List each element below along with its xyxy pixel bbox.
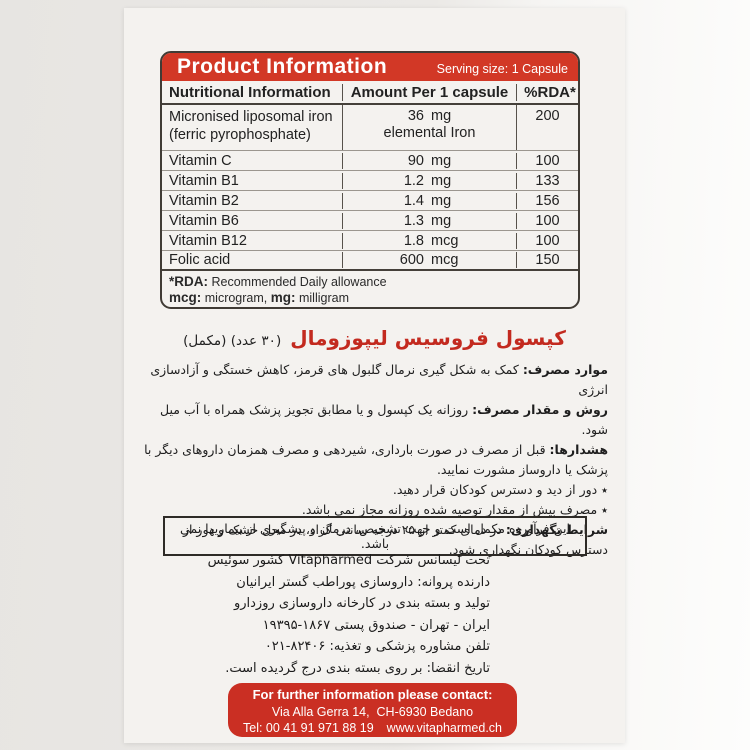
contact-heading: For further information please contact: (252, 687, 493, 702)
table-row: Vitamin B6 1.3 mg 100 (162, 211, 578, 231)
row-amount: 36 mg elemental Iron (343, 105, 517, 150)
row-amount: 1.2 mg (343, 172, 517, 189)
dosage-paragraph: روش و مقدار مصرف:روزانه یک کپسول و یا مط… (160, 402, 608, 437)
paragraph-label: شرایط نگهداری: (505, 522, 608, 537)
row-name: Folic acid (162, 252, 343, 268)
license-holder-line: دارنده پروانه: داروسازی پوراطب گستر ایرا… (236, 574, 490, 590)
rda-value: 133 (535, 172, 560, 189)
amount-unit: mg (431, 152, 452, 169)
row-name: Vitamin C (162, 152, 343, 169)
amount-unit: mg (431, 192, 452, 209)
address-line-fa: ایران - تهران - صندوق پستی ⁦۱۹۳۹۵-۱۸۶۷⁩ (262, 617, 490, 633)
amount-unit: mg (431, 212, 452, 229)
amount-unit: mg (431, 108, 452, 124)
row-name: Vitamin B6 (162, 212, 343, 229)
rda-value: 150 (535, 252, 560, 268)
amount-unit: mcg (431, 252, 459, 268)
amount-value: 1.3 (403, 212, 424, 229)
storage-paragraph: شرایط نگهداری:در دمای کمتر از ۲۵ درجه سا… (182, 522, 608, 557)
contact-line: Tel: 00 41 91 971 88 19 www.vitapharmed.c… (228, 720, 517, 737)
row-amount: 90 mg (343, 152, 517, 169)
rda-value: 100 (535, 212, 560, 229)
units-footnote: mcg: microgram, mg: milligram (169, 290, 349, 305)
paragraph-label: هشدارها: (549, 442, 608, 457)
box-side-panel: Product Information Serving size: 1 Caps… (124, 8, 625, 743)
rda-value: 100 (535, 152, 560, 169)
usage-paragraph: موارد مصرف:کمک به شکل گیری نرمال گلبول ه… (150, 362, 608, 397)
amount-value: 1.4 (403, 192, 424, 209)
table-title: Product Information (177, 55, 388, 78)
table-row: Vitamin B12 1.8 mcg 100 (162, 231, 578, 251)
table-row: Micronised liposomal iron (ferric pyroph… (162, 105, 578, 151)
row-name: Vitamin B2 (162, 192, 343, 209)
amount-unit: mg (431, 172, 452, 189)
table-row: Vitamin B1 1.2 mg 133 (162, 171, 578, 191)
column-header-rda: %RDA* (524, 83, 576, 101)
row-name: Vitamin B1 (162, 172, 343, 189)
warning-bullet: ٭ دور از دید و دسترس کودکان قرار دهید. (392, 482, 608, 497)
row-amount: 1.3 mg (343, 212, 517, 229)
column-header-amount: Amount Per 1 capsule (343, 83, 517, 101)
persian-body-text: موارد مصرف:کمک به شکل گیری نرمال گلبول ه… (143, 360, 608, 560)
amount-value: 36 (407, 108, 424, 124)
warning-bullet: ٭ مصرف بیش از مقدار توصیه شده روزانه مجا… (301, 502, 608, 517)
warnings-paragraph: هشدارها:قبل از مصرف در صورت بارداری، شیر… (144, 442, 608, 477)
table-footnotes: *RDA: Recommended Daily allowance mcg: m… (162, 271, 578, 306)
contact-website: www.vitapharmed.ch (386, 721, 502, 735)
contact-tel: Tel: 00 41 91 971 88 19 (243, 721, 374, 735)
contact-address: Via Alla Gerra 14, CH-6930 Bedano (271, 704, 474, 719)
amount-value: 1.8 (403, 232, 424, 249)
table-row: Vitamin B2 1.4 mg 156 (162, 191, 578, 211)
rda-value: 200 (535, 108, 560, 124)
table-header-row: Nutritional Information Amount Per 1 cap… (162, 81, 578, 105)
serving-size-label: Serving size: 1 Capsule (436, 61, 568, 76)
table-row: Vitamin C 90 mg 100 (162, 151, 578, 171)
product-title-text: کپسول فروسیس لیپوزومال (290, 326, 566, 350)
rda-footnote: *RDA: Recommended Daily allowance (169, 274, 387, 289)
amount-value: 600 (399, 252, 424, 268)
row-amount: 1.8 mcg (343, 232, 517, 249)
amount-value: 90 (407, 152, 424, 169)
amount-value: 1.2 (403, 172, 424, 189)
table-title-bar: Product Information Serving size: 1 Caps… (162, 53, 578, 81)
phone-line-fa: تلفن مشاوره پزشکی و تغذیه: ⁦۰۲۱-۸۲۴۰۶⁩ (264, 639, 490, 654)
row-name: Micronised liposomal iron (ferric pyroph… (162, 105, 343, 150)
contact-box: For further information please contact: … (228, 683, 517, 737)
amount-note: elemental Iron (383, 125, 476, 141)
company-info-block: تحت لیسانس شرکت Vitapharmed کشور سوئیس د… (208, 550, 490, 679)
rda-value: 100 (535, 232, 560, 249)
paragraph-label: روش و مقدار مصرف: (472, 402, 608, 417)
product-information-table: Product Information Serving size: 1 Caps… (160, 51, 580, 309)
paragraph-label: موارد مصرف: (522, 362, 608, 377)
row-amount: 600 mcg (343, 252, 517, 268)
manufacturing-line: تولید و بسته بندی در کارخانه داروسازی رو… (233, 596, 490, 611)
license-line: تحت لیسانس شرکت Vitapharmed کشور سوئیس (207, 553, 490, 568)
expiry-line-fa: تاریخ انقضا: بر روی بسته بندی درج گردیده… (225, 660, 490, 676)
product-title-suffix: (۳۰ عدد) (مکمل) (183, 333, 282, 349)
row-name: Vitamin B12 (162, 232, 343, 249)
table-row: Folic acid 600 mcg 150 (162, 251, 578, 271)
product-title-fa: کپسول فروسیس لیپوزومال (۳۰ عدد) (مکمل) (124, 326, 625, 350)
rda-value: 156 (535, 192, 560, 209)
row-amount: 1.4 mg (343, 192, 517, 209)
column-header-nutritional-information: Nutritional Information (162, 83, 343, 101)
amount-unit: mcg (431, 232, 459, 249)
supplement-notice: این فرآورده مکمل است و جهت تشخیص، درمان … (163, 516, 587, 556)
